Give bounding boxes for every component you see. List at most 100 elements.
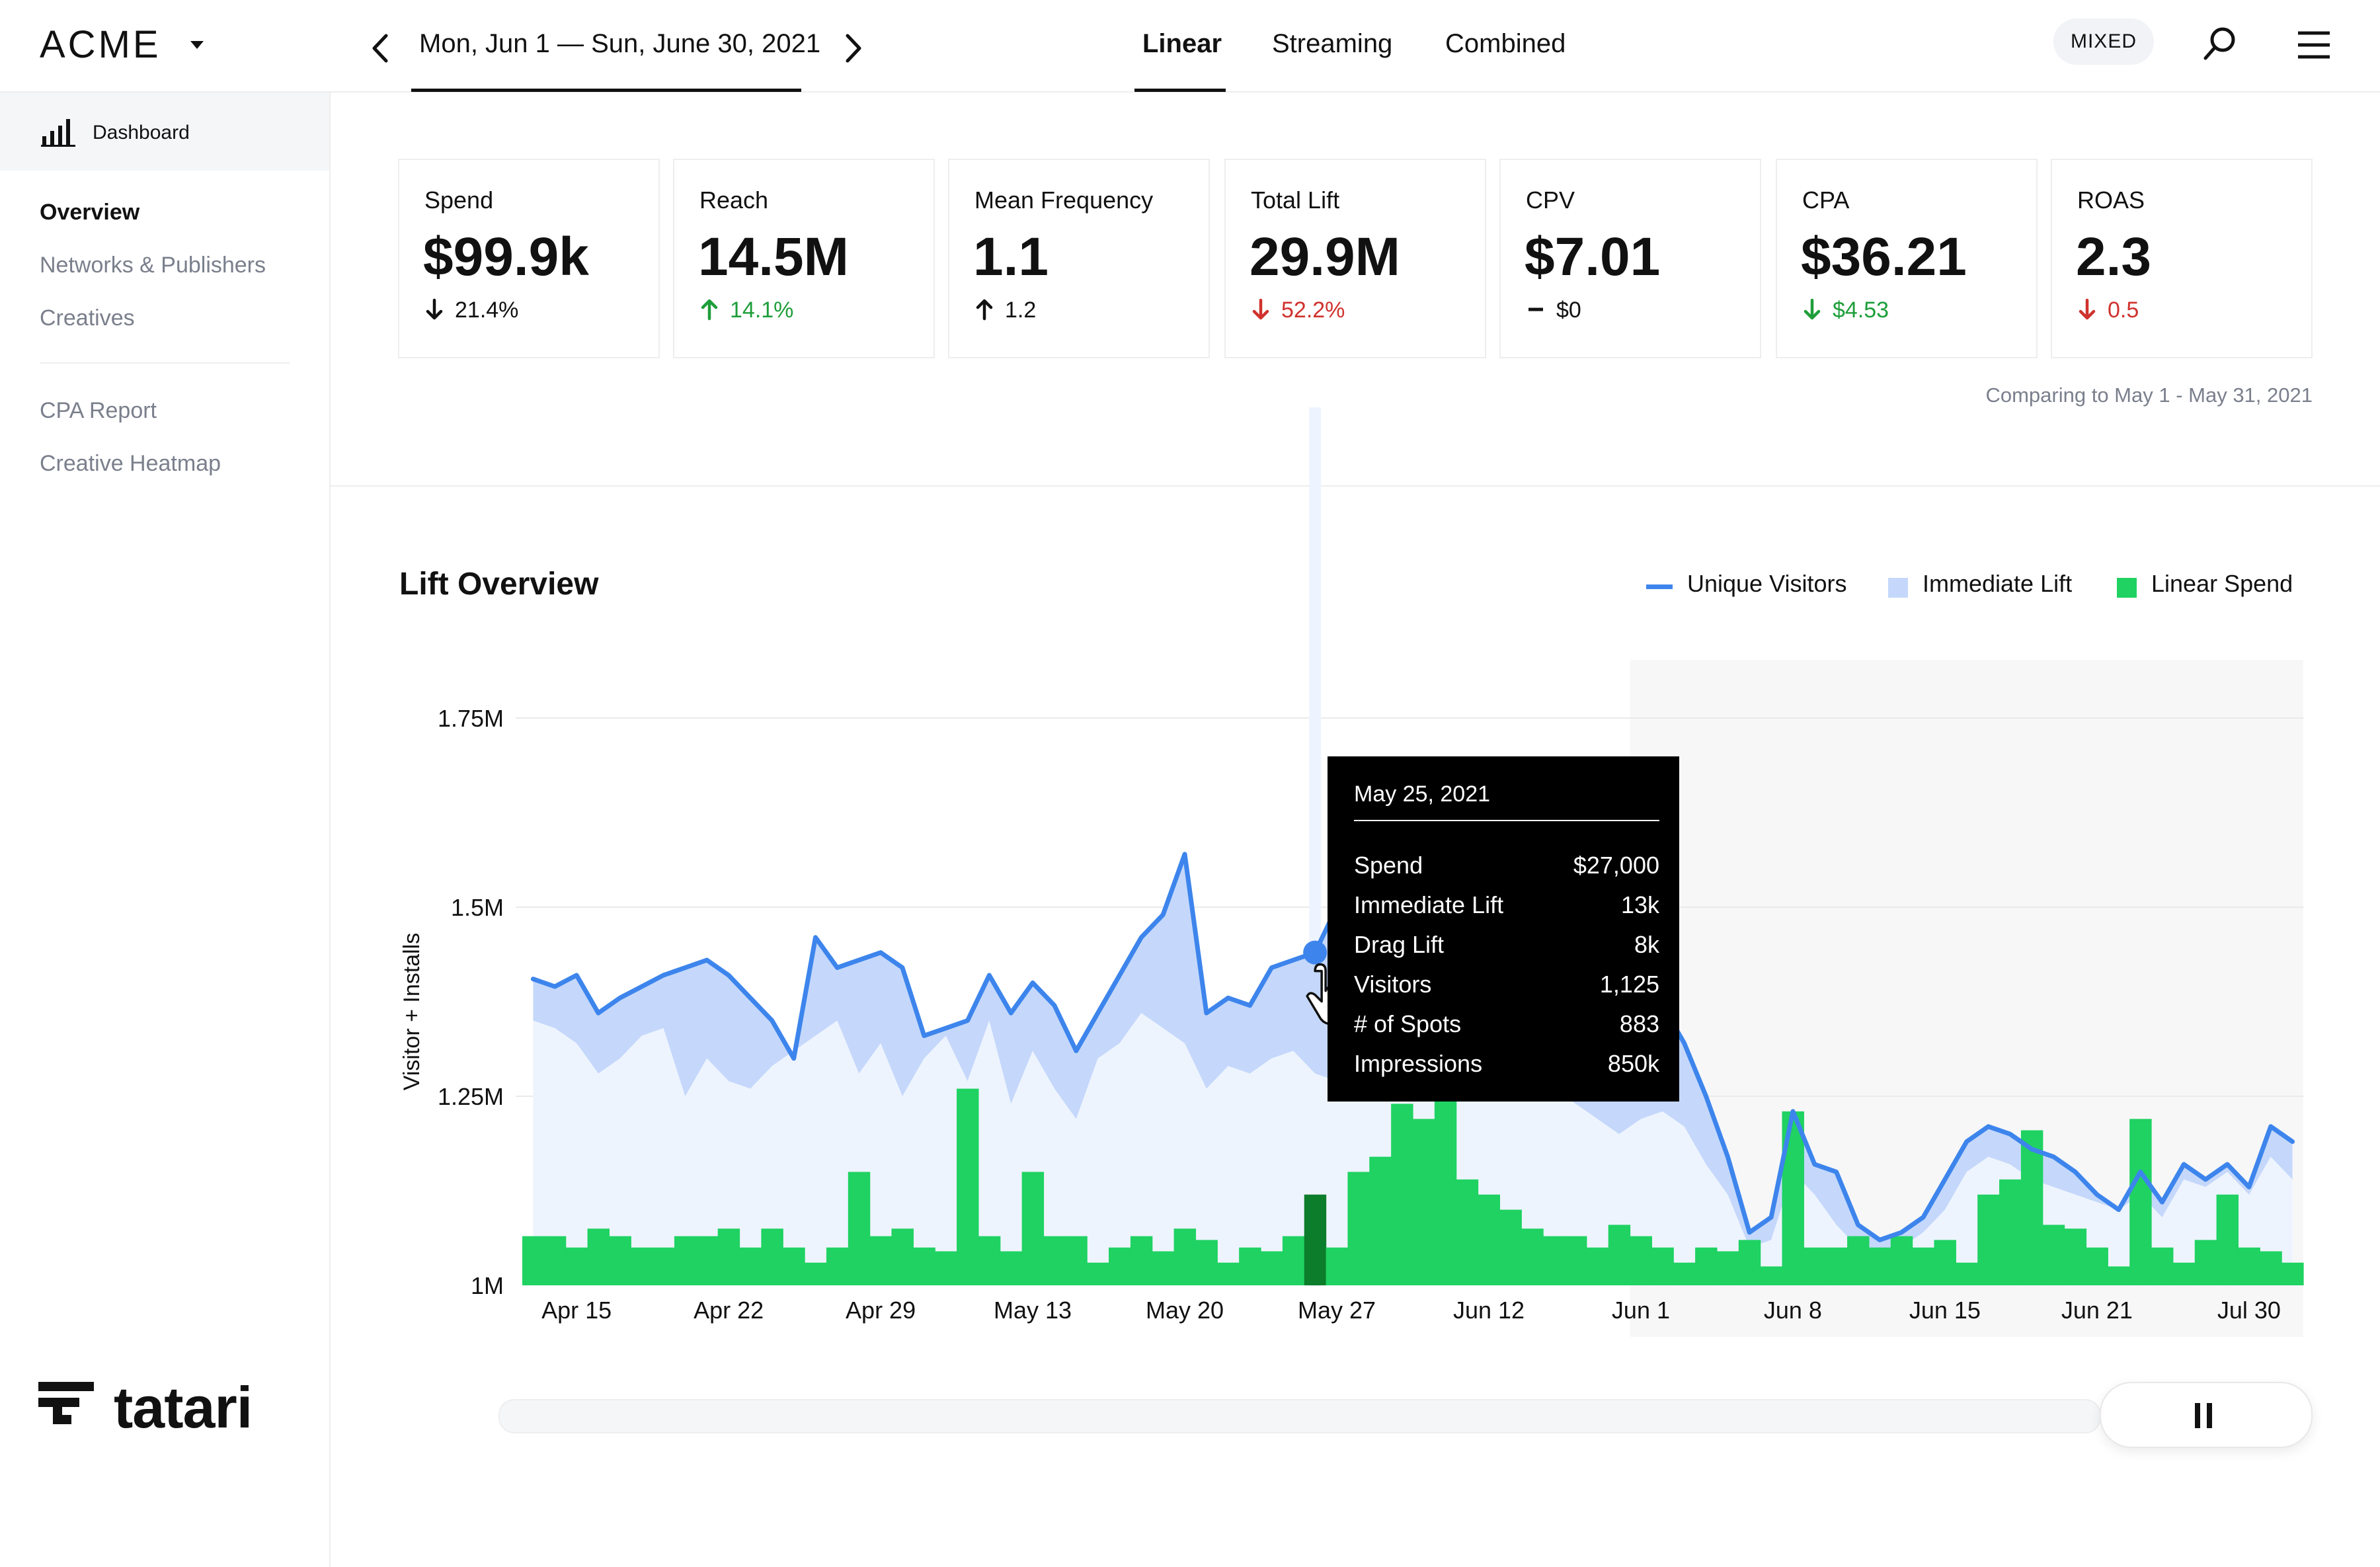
spend-bar[interactable]: [2064, 1228, 2087, 1285]
spend-bar[interactable]: [1695, 1247, 1718, 1285]
spend-bar[interactable]: [1543, 1236, 1566, 1285]
spend-bar[interactable]: [1391, 1104, 1413, 1285]
kpi-card-spend[interactable]: Spend $99.9k 21.4%: [398, 159, 660, 358]
tab-streaming[interactable]: Streaming: [1272, 29, 1393, 58]
spend-bar[interactable]: [2216, 1194, 2239, 1285]
spend-bar[interactable]: [739, 1247, 762, 1285]
spend-bar[interactable]: [1000, 1251, 1023, 1285]
sidebar-item-cpa-report[interactable]: CPA Report: [40, 398, 157, 423]
sidebar-item-dashboard[interactable]: Dashboard: [0, 93, 329, 171]
spend-bar[interactable]: [761, 1228, 783, 1285]
spend-bar[interactable]: [1195, 1240, 1218, 1285]
spend-bar[interactable]: [957, 1088, 979, 1285]
spend-bar[interactable]: [978, 1236, 1001, 1285]
spend-bar[interactable]: [1825, 1247, 1848, 1285]
kpi-card-cpa[interactable]: CPA $36.21 $4.53: [1776, 159, 2038, 358]
spend-bar[interactable]: [1586, 1247, 1609, 1285]
spend-bar[interactable]: [1847, 1236, 1870, 1285]
spend-bar[interactable]: [717, 1228, 740, 1285]
spend-bar[interactable]: [2238, 1247, 2260, 1285]
kpi-card-roas[interactable]: ROAS 2.3 0.5: [2051, 159, 2313, 358]
spend-bar[interactable]: [1239, 1247, 1261, 1285]
spend-bar[interactable]: [891, 1228, 914, 1285]
spend-bar[interactable]: [1304, 1194, 1327, 1285]
spend-bar[interactable]: [1369, 1156, 1392, 1285]
spend-bar[interactable]: [1912, 1247, 1935, 1285]
spend-bar[interactable]: [1173, 1228, 1197, 1285]
mixed-badge[interactable]: MIXED: [2053, 19, 2154, 65]
sidebar-item-networks-publishers[interactable]: Networks & Publishers: [40, 253, 266, 278]
spend-bar[interactable]: [522, 1236, 545, 1285]
spend-bar[interactable]: [1130, 1236, 1153, 1285]
spend-bar[interactable]: [1326, 1247, 1349, 1285]
spend-bar[interactable]: [2172, 1262, 2196, 1285]
spend-bar[interactable]: [2260, 1251, 2282, 1285]
spend-bar[interactable]: [2042, 1225, 2065, 1285]
spend-bar[interactable]: [1760, 1266, 1783, 1285]
kpi-card-mean-frequency[interactable]: Mean Frequency 1.1 1.2: [948, 159, 1210, 358]
spend-bar[interactable]: [1608, 1225, 1631, 1285]
kpi-card-total-lift[interactable]: Total Lift 29.9M 52.2%: [1224, 159, 1486, 358]
spend-bar[interactable]: [1499, 1209, 1522, 1285]
spend-bar[interactable]: [1456, 1179, 1479, 1285]
spend-bar[interactable]: [826, 1247, 849, 1285]
spend-bar[interactable]: [1651, 1247, 1674, 1285]
chevron-right-icon[interactable]: [840, 32, 866, 65]
chevron-left-icon[interactable]: [368, 32, 394, 65]
spend-bar[interactable]: [609, 1236, 631, 1285]
spend-bar[interactable]: [1868, 1247, 1891, 1285]
kpi-card-cpv[interactable]: CPV $7.01 $0: [1499, 159, 1761, 358]
spend-bar[interactable]: [1021, 1172, 1045, 1285]
spend-bar[interactable]: [1043, 1236, 1066, 1285]
spend-bar[interactable]: [2281, 1262, 2304, 1285]
search-icon[interactable]: [2202, 25, 2239, 62]
spend-bar[interactable]: [1564, 1236, 1587, 1285]
spend-bar[interactable]: [1282, 1236, 1305, 1285]
spend-bar[interactable]: [1673, 1262, 1696, 1285]
spend-bar[interactable]: [2108, 1266, 2130, 1285]
spend-bar[interactable]: [783, 1247, 805, 1285]
spend-bar[interactable]: [1261, 1251, 1283, 1285]
tab-linear[interactable]: Linear: [1142, 29, 1222, 58]
spend-bar[interactable]: [1152, 1251, 1175, 1285]
hamburger-menu-icon[interactable]: [2295, 29, 2332, 61]
spend-bar[interactable]: [1977, 1194, 2000, 1285]
spend-bar[interactable]: [631, 1247, 653, 1285]
spend-bar[interactable]: [695, 1236, 719, 1285]
spend-bar[interactable]: [2194, 1240, 2217, 1285]
timeline-scrubber[interactable]: [498, 1399, 2101, 1433]
spend-bar[interactable]: [1934, 1240, 1956, 1285]
spend-bar[interactable]: [2151, 1247, 2174, 1285]
spend-bar[interactable]: [565, 1247, 588, 1285]
hover-point[interactable]: [1303, 940, 1328, 965]
sidebar-item-creatives[interactable]: Creatives: [40, 305, 135, 331]
spend-bar[interactable]: [587, 1228, 610, 1285]
spend-bar[interactable]: [1087, 1262, 1109, 1285]
sidebar-item-creative-heatmap[interactable]: Creative Heatmap: [40, 451, 221, 476]
date-range-label[interactable]: Mon, Jun 1 — Sun, June 30, 2021: [419, 29, 821, 58]
spend-bar[interactable]: [805, 1262, 827, 1285]
spend-bar[interactable]: [1065, 1236, 1088, 1285]
spend-bar[interactable]: [2129, 1119, 2152, 1285]
spend-bar[interactable]: [1109, 1247, 1131, 1285]
spend-bar[interactable]: [1217, 1262, 1240, 1285]
spend-bar[interactable]: [1478, 1194, 1501, 1285]
spend-bar[interactable]: [913, 1247, 935, 1285]
pause-button[interactable]: [2100, 1382, 2313, 1448]
spend-bar[interactable]: [1804, 1247, 1826, 1285]
spend-bar[interactable]: [1521, 1228, 1544, 1285]
caret-down-icon[interactable]: [190, 41, 204, 49]
tab-combined[interactable]: Combined: [1445, 29, 1566, 58]
spend-bar[interactable]: [1956, 1262, 1978, 1285]
spend-bar[interactable]: [1999, 1179, 2022, 1285]
spend-bar[interactable]: [1434, 1088, 1457, 1285]
kpi-card-reach[interactable]: Reach 14.5M 14.1%: [673, 159, 935, 358]
spend-bar[interactable]: [1738, 1240, 1761, 1285]
spend-bar[interactable]: [1630, 1236, 1652, 1285]
spend-bar[interactable]: [1890, 1236, 1913, 1285]
spend-bar[interactable]: [869, 1236, 892, 1285]
spend-bar[interactable]: [1347, 1172, 1370, 1285]
spend-bar[interactable]: [935, 1251, 957, 1285]
spend-bar[interactable]: [543, 1236, 567, 1285]
